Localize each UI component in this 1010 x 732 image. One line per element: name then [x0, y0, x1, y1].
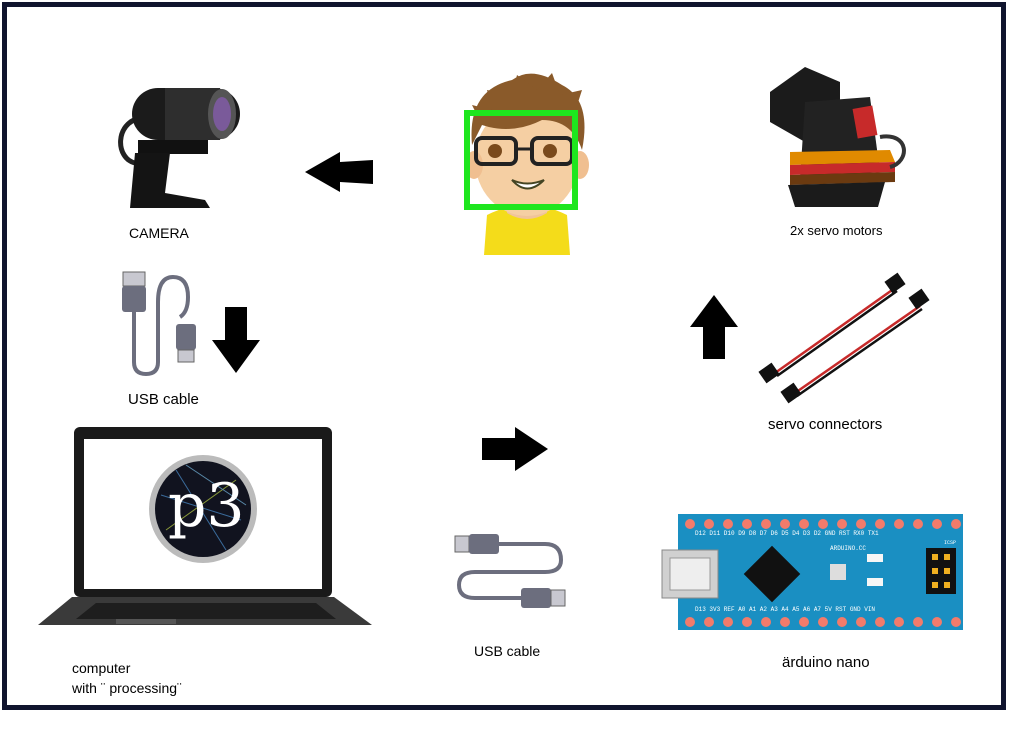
- arrow-down-icon: [212, 307, 260, 373]
- laptop-icon: [38, 427, 372, 625]
- usb-cable-label-2: USB cable: [474, 643, 541, 659]
- arduino-nano-icon: [661, 514, 963, 630]
- servo-motors-icon: [770, 67, 906, 207]
- face-detection-box: [464, 110, 578, 210]
- board-bottom-pin-labels: D13 3V3 REF A0 A1 A2 A3 A4 A5 A6 A7 5V R…: [695, 606, 876, 613]
- computer-label-processing: with ¨ processing¨: [72, 680, 182, 696]
- servo-connectors-label: servo connectors: [768, 416, 883, 433]
- usb-cable-label-1: USB cable: [128, 391, 199, 408]
- servo-connectors-icon: [758, 272, 930, 404]
- servo-motors-label: 2x servo motors: [790, 223, 883, 238]
- arrow-left-icon: [305, 152, 373, 192]
- person-face-icon: [464, 73, 589, 255]
- webcam-icon: [118, 88, 240, 208]
- board-top-pin-labels: D12 D11 D10 D9 D8 D7 D6 D5 D4 D3 D2 GND …: [695, 530, 879, 537]
- board-icsp-label: ICSP: [944, 540, 957, 546]
- camera-label: CAMERA: [129, 225, 189, 241]
- arrow-right-icon: [482, 427, 548, 471]
- board-model-label: ARDUINO.CC: [830, 545, 867, 552]
- arrow-up-icon: [690, 295, 738, 359]
- processing-logo: p3: [168, 471, 245, 541]
- computer-label: computer: [72, 660, 131, 676]
- usb-cable-icon: [122, 271, 196, 377]
- usb-cable-icon: [454, 534, 566, 608]
- arduino-label: ärduino nano: [782, 654, 870, 671]
